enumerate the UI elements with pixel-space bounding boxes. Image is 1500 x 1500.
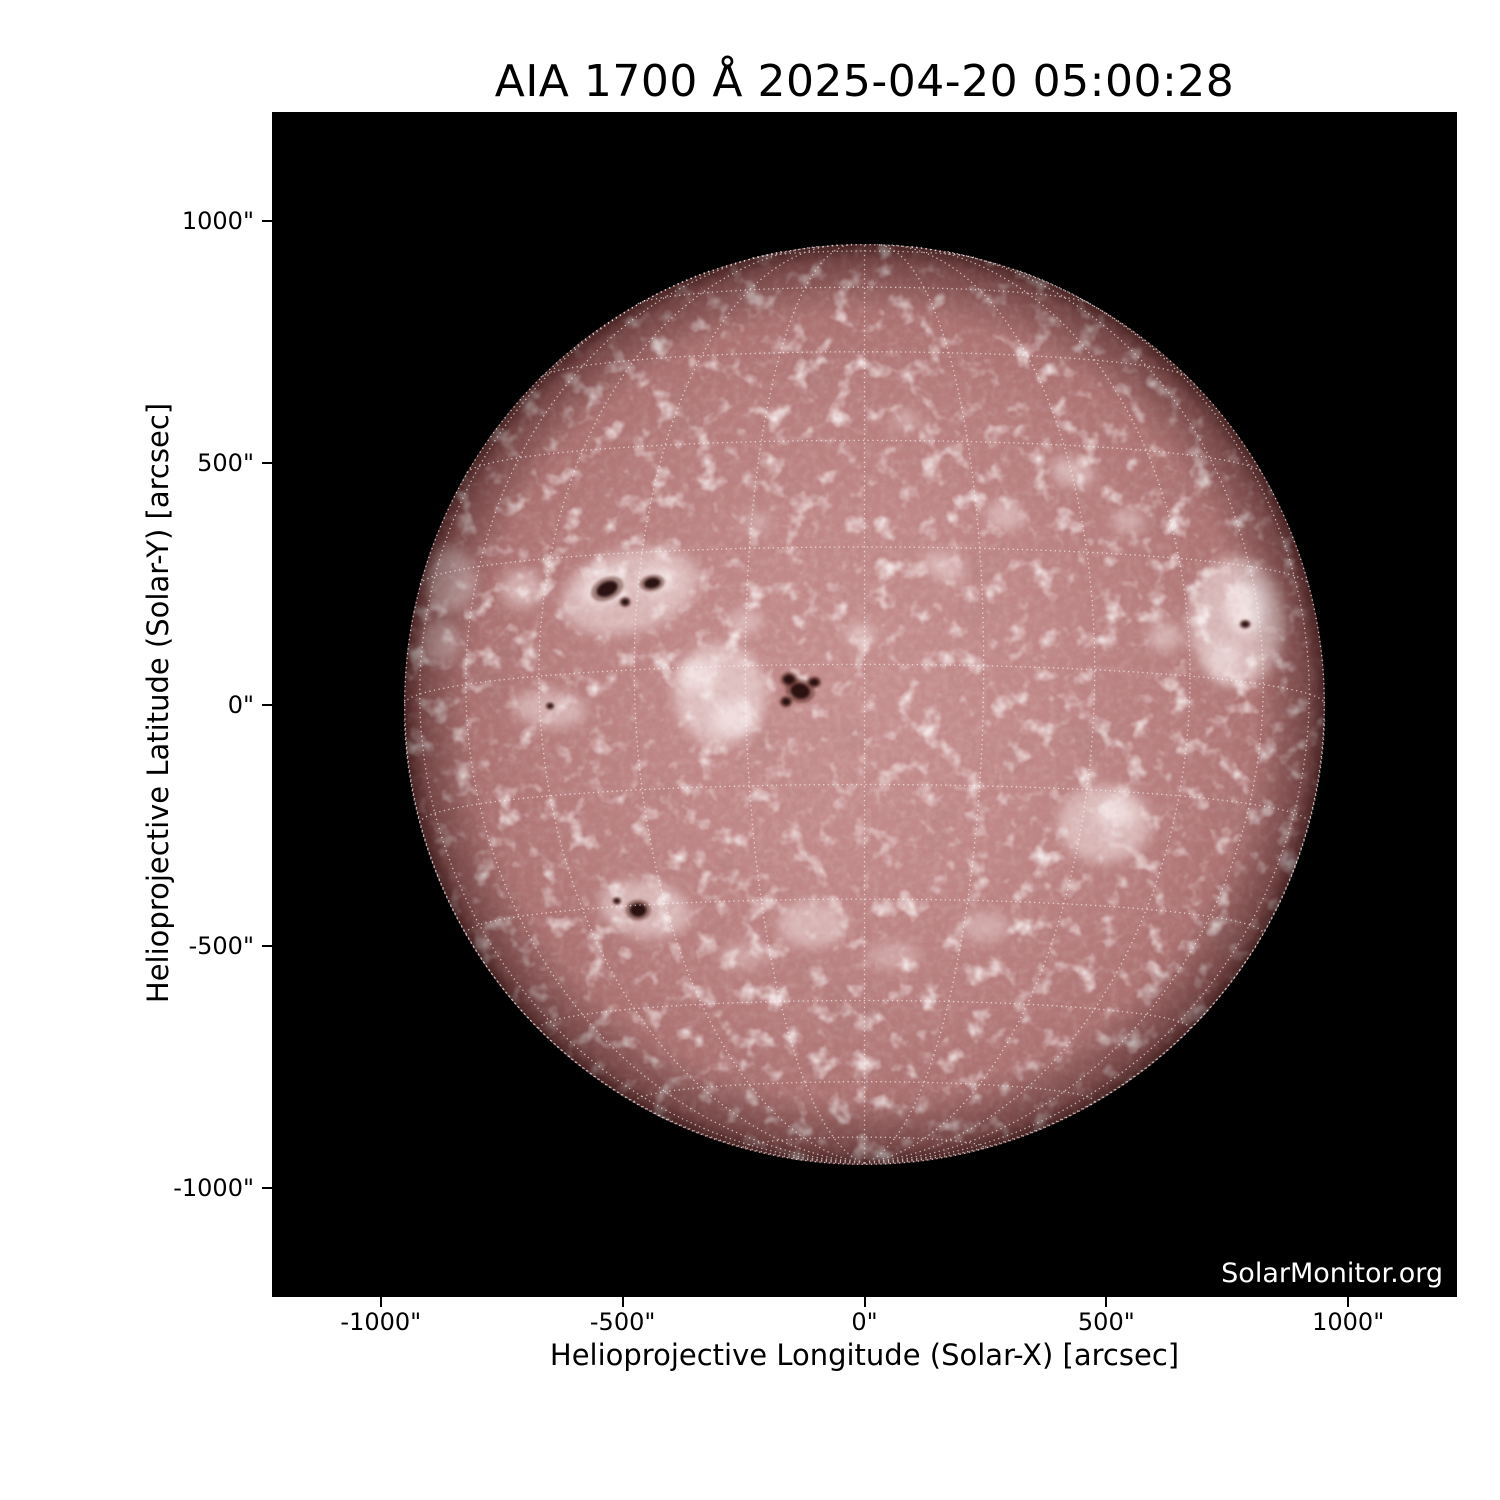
sunspot-umbra	[783, 674, 795, 685]
x-tick-mark	[1347, 1297, 1350, 1307]
x-tick-label: 1000"	[1312, 1308, 1385, 1336]
x-tick-label: 0"	[851, 1308, 878, 1336]
sunspot-umbra	[596, 580, 618, 597]
sunspot-umbra	[547, 703, 554, 709]
x-tick-label: 500"	[1077, 1308, 1135, 1336]
x-tick-label: -500"	[589, 1308, 656, 1336]
plot-area: SolarMonitor.org	[272, 112, 1457, 1297]
heliographic-grid	[403, 243, 1326, 1164]
watermark: SolarMonitor.org	[1221, 1258, 1443, 1289]
y-tick-label: -500"	[188, 932, 254, 961]
y-tick-mark	[262, 945, 272, 948]
y-tick-mark	[262, 461, 272, 464]
y-tick-mark	[262, 703, 272, 706]
sunspot-umbra	[644, 577, 661, 589]
y-tick-mark	[262, 1187, 272, 1190]
x-tick-label: -1000"	[340, 1308, 422, 1336]
figure-title: AIA 1700 Å 2025-04-20 05:00:28	[494, 56, 1235, 107]
y-tick-label: 500"	[197, 448, 254, 477]
sunspot-umbra	[621, 598, 629, 606]
y-tick-mark	[262, 219, 272, 222]
y-tick-label: 1000"	[181, 206, 254, 235]
sunspot-umbra	[613, 898, 620, 904]
x-tick-mark	[863, 1297, 866, 1307]
x-tick-mark	[621, 1297, 624, 1307]
sunspot-umbra	[790, 683, 810, 699]
sunspot-umbra	[1241, 621, 1250, 628]
sun-disk	[404, 244, 1325, 1165]
sun-image	[403, 243, 1326, 1165]
solar-limb-line	[404, 244, 1325, 1165]
y-tick-label: 0"	[227, 690, 254, 719]
sunspot-umbra	[629, 903, 647, 917]
sunspot-umbra	[809, 678, 820, 687]
x-tick-mark	[379, 1297, 382, 1307]
x-axis-label: Helioprojective Longitude (Solar-X) [arc…	[549, 1338, 1180, 1372]
y-tick-label: -1000"	[173, 1174, 254, 1203]
sunspot-umbra	[781, 697, 791, 706]
limb-darkening	[404, 244, 1325, 1165]
x-tick-mark	[1105, 1297, 1108, 1307]
